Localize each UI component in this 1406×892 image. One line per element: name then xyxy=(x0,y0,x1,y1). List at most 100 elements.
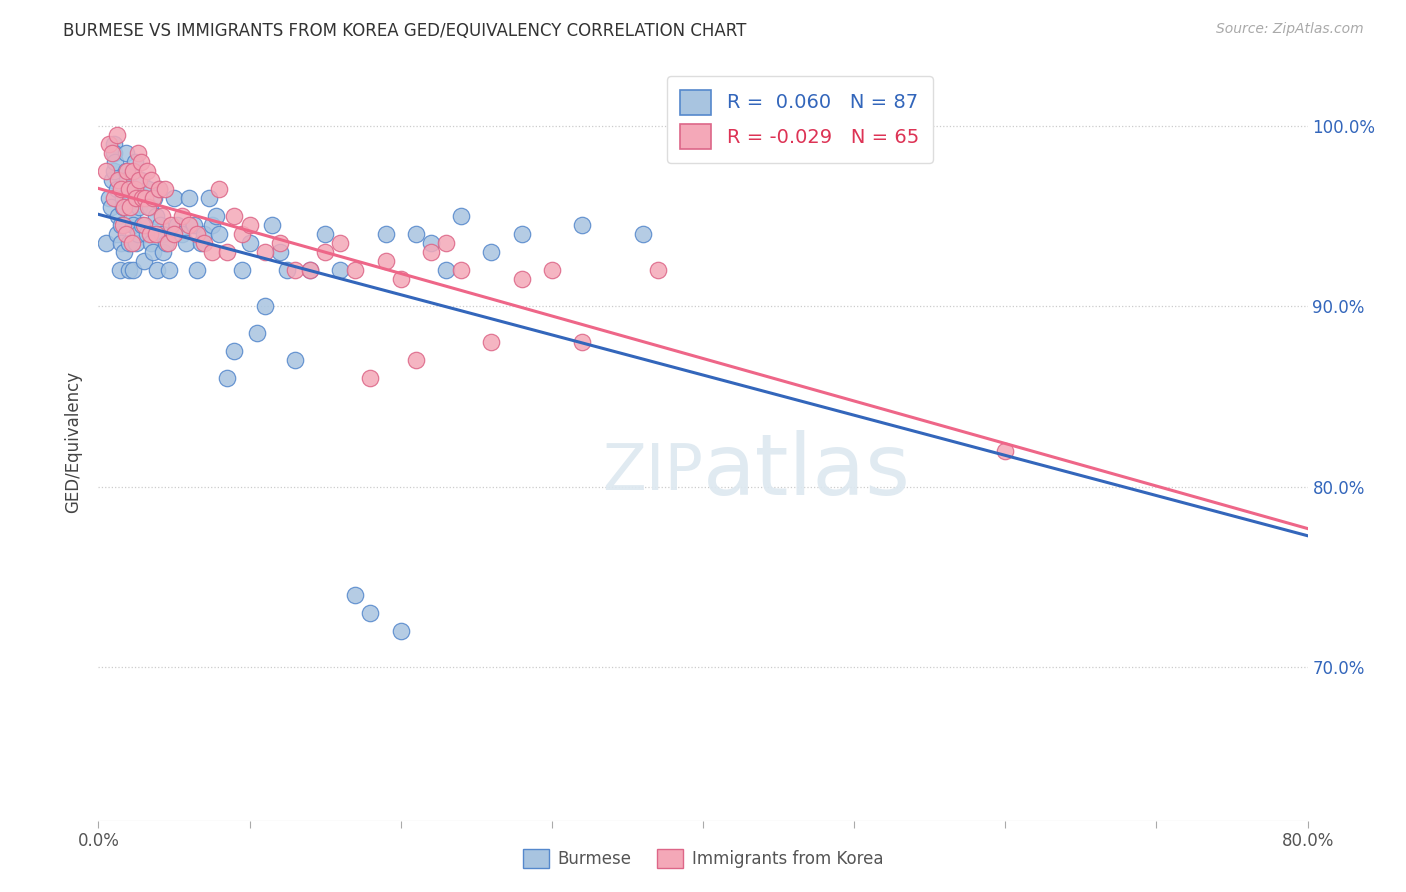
Point xyxy=(107,209,129,223)
Point xyxy=(121,209,143,223)
Point xyxy=(129,173,152,187)
Point xyxy=(118,263,141,277)
Point xyxy=(190,235,212,250)
Point xyxy=(103,145,125,160)
Text: atlas: atlas xyxy=(703,430,911,514)
Point xyxy=(208,227,231,241)
Point xyxy=(134,191,156,205)
Point xyxy=(149,218,172,232)
Point xyxy=(159,263,181,277)
Point xyxy=(481,244,503,259)
Point xyxy=(111,191,134,205)
Text: Source: ZipAtlas.com: Source: ZipAtlas.com xyxy=(1216,22,1364,37)
Point xyxy=(110,182,132,196)
Point xyxy=(114,145,136,160)
Point xyxy=(142,191,165,205)
Point xyxy=(118,235,141,250)
Point xyxy=(150,209,173,223)
Point xyxy=(314,244,336,259)
Text: BURMESE VS IMMIGRANTS FROM KOREA GED/EQUIVALENCY CORRELATION CHART: BURMESE VS IMMIGRANTS FROM KOREA GED/EQU… xyxy=(63,22,747,40)
Point xyxy=(115,173,138,187)
Point xyxy=(170,227,193,241)
Point xyxy=(110,235,132,250)
Point xyxy=(124,154,146,169)
Point xyxy=(571,218,593,232)
Point xyxy=(141,173,163,187)
Y-axis label: GED/Equivalency: GED/Equivalency xyxy=(65,370,83,513)
Point xyxy=(215,244,238,259)
Point xyxy=(120,182,142,196)
Point xyxy=(104,154,127,169)
Point xyxy=(127,227,149,241)
Point xyxy=(299,263,322,277)
Point xyxy=(125,191,148,205)
Point xyxy=(231,227,253,241)
Point xyxy=(139,227,162,241)
Point xyxy=(114,163,136,178)
Point xyxy=(98,191,121,205)
Point xyxy=(132,254,155,268)
Point xyxy=(434,235,457,250)
Point xyxy=(112,244,135,259)
Point xyxy=(183,218,205,232)
Point xyxy=(186,227,208,241)
Point xyxy=(94,235,117,250)
Point xyxy=(201,218,224,232)
Point xyxy=(215,371,238,385)
Point xyxy=(231,263,253,277)
Point xyxy=(129,154,152,169)
Point xyxy=(434,263,457,277)
Point xyxy=(450,263,472,277)
Point xyxy=(540,263,562,277)
Point xyxy=(125,191,148,205)
Point xyxy=(208,182,231,196)
Point xyxy=(145,209,167,223)
Point xyxy=(105,182,128,196)
Point xyxy=(122,163,145,178)
Point xyxy=(155,235,177,250)
Point xyxy=(163,191,186,205)
Point xyxy=(284,263,307,277)
Point xyxy=(344,263,367,277)
Point xyxy=(420,235,443,250)
Point xyxy=(107,173,129,187)
Point xyxy=(121,235,143,250)
Point xyxy=(420,244,443,259)
Point xyxy=(299,263,322,277)
Point xyxy=(101,145,124,160)
Point xyxy=(450,209,472,223)
Point xyxy=(186,263,208,277)
Point xyxy=(994,443,1017,458)
Point xyxy=(100,200,122,214)
Point xyxy=(201,244,224,259)
Point xyxy=(269,235,291,250)
Point xyxy=(179,191,201,205)
Point xyxy=(344,588,367,602)
Point xyxy=(124,182,146,196)
Point xyxy=(253,244,276,259)
Point xyxy=(360,371,382,385)
Point xyxy=(141,235,163,250)
Text: ZIP: ZIP xyxy=(602,441,703,503)
Point xyxy=(481,335,503,350)
Point xyxy=(139,200,162,214)
Point xyxy=(101,173,124,187)
Point xyxy=(405,227,427,241)
Point xyxy=(148,182,170,196)
Point xyxy=(143,191,166,205)
Point xyxy=(179,218,201,232)
Point xyxy=(128,200,150,214)
Point xyxy=(98,136,121,151)
Point xyxy=(193,227,215,241)
Point xyxy=(146,263,169,277)
Point xyxy=(156,235,179,250)
Point xyxy=(246,326,269,341)
Point xyxy=(132,218,155,232)
Point xyxy=(197,191,219,205)
Point xyxy=(120,200,142,214)
Point xyxy=(166,218,188,232)
Point xyxy=(145,227,167,241)
Point xyxy=(239,235,262,250)
Point xyxy=(136,182,159,196)
Point xyxy=(108,263,131,277)
